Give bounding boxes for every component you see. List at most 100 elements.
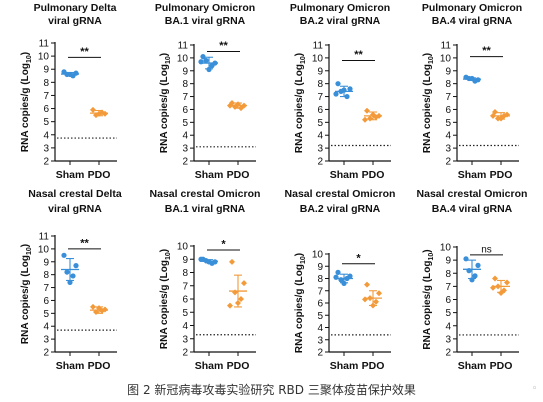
sham-point bbox=[198, 59, 204, 65]
sham-point bbox=[67, 279, 73, 285]
panel-title-line2: BA.2 viral gRNA bbox=[300, 15, 381, 27]
y-tick-label: 9 bbox=[43, 257, 49, 268]
y-axis-label-close: ) bbox=[159, 53, 170, 56]
significance-label: ** bbox=[482, 45, 491, 57]
panel-title-line1: Nasal crestal Delta bbox=[28, 188, 122, 200]
category-label-pdo: PDO bbox=[362, 360, 385, 372]
sham-point bbox=[469, 277, 475, 283]
sham-point bbox=[333, 91, 339, 97]
y-axis-label-sub: 10 bbox=[165, 252, 172, 260]
y-tick-label: 9 bbox=[317, 262, 323, 273]
pdo-point bbox=[367, 295, 373, 302]
pdo-point bbox=[96, 305, 102, 312]
y-tick-label: 2 bbox=[445, 157, 451, 168]
sham-point bbox=[206, 259, 212, 265]
y-tick-label: 6 bbox=[43, 296, 49, 307]
panel-title-line1: Nasal crestal Omicron bbox=[417, 188, 528, 200]
y-tick-label: 10 bbox=[38, 52, 50, 63]
pdo-point bbox=[364, 281, 370, 288]
y-tick-label: 5 bbox=[182, 118, 188, 129]
pdo-point bbox=[367, 115, 373, 122]
panel-title-line2: viral gRNA bbox=[48, 203, 102, 215]
y-tick-label: 9 bbox=[445, 66, 451, 77]
y-tick-label: 5 bbox=[182, 308, 188, 319]
sham-point bbox=[463, 256, 469, 262]
pdo-point bbox=[96, 110, 102, 117]
category-label-pdo: PDO bbox=[227, 360, 250, 372]
panel-title-line2: BA.4 viral gRNA bbox=[432, 15, 513, 27]
sham-point bbox=[472, 273, 478, 279]
sham-point bbox=[469, 75, 475, 82]
y-tick-label: 3 bbox=[182, 144, 188, 155]
chart-panel-8: Nasal crestal Omicron BA.4 viral gRNA 2 3 4 5… bbox=[417, 188, 528, 372]
pdo-point bbox=[490, 284, 496, 291]
y-tick-label: 6 bbox=[445, 295, 451, 306]
panel-title-line1: Pulmonary Delta bbox=[34, 2, 117, 14]
pdo-point bbox=[495, 283, 501, 290]
pdo-point bbox=[373, 298, 379, 305]
pdo-point bbox=[370, 111, 376, 118]
pdo-point bbox=[376, 290, 382, 297]
y-axis-label: RNA copies/g (Log10) bbox=[422, 249, 435, 349]
y-tick-label: 7 bbox=[43, 91, 49, 102]
category-label-pdo: PDO bbox=[88, 360, 111, 372]
pdo-point bbox=[229, 258, 235, 265]
y-tick-label: 9 bbox=[317, 66, 323, 77]
category-label-pdo: PDO bbox=[490, 360, 513, 372]
pdo-point bbox=[227, 302, 233, 309]
y-tick-label: 7 bbox=[445, 282, 451, 293]
significance-label: ** bbox=[80, 46, 89, 58]
y-tick-label: 10 bbox=[38, 244, 50, 255]
y-tick-label: 4 bbox=[43, 322, 49, 333]
y-tick-label: 8 bbox=[317, 79, 323, 90]
y-tick-label: 8 bbox=[43, 270, 49, 281]
y-tick-label: 4 bbox=[317, 323, 323, 334]
y-tick-label: 11 bbox=[39, 232, 50, 243]
pdo-point bbox=[90, 106, 96, 113]
y-tick-label: 2 bbox=[445, 348, 451, 359]
panel-title-line1: Nasal crestal Omicron bbox=[150, 188, 261, 200]
significance-label: ** bbox=[80, 237, 89, 249]
y-axis-label-close: ) bbox=[20, 244, 31, 247]
y-tick-label: 2 bbox=[43, 157, 49, 168]
y-axis-label-sub: 10 bbox=[165, 56, 172, 64]
y-tick-label: 5 bbox=[317, 311, 323, 322]
pdo-point bbox=[232, 289, 238, 296]
y-axis-label-close: ) bbox=[422, 53, 433, 56]
y-tick-label: 5 bbox=[317, 118, 323, 129]
chart-panel-7: Nasal crestal Omicron BA.2 viral gRNA 2 345… bbox=[285, 188, 396, 372]
y-tick-label: 3 bbox=[182, 334, 188, 345]
y-axis-label-main: RNA copies/g (Log bbox=[294, 264, 305, 353]
pdo-point bbox=[235, 299, 241, 306]
significance-label: * bbox=[221, 238, 226, 250]
pdo-point bbox=[238, 296, 244, 302]
y-tick-label: 3 bbox=[43, 335, 49, 346]
y-tick-label: 5 bbox=[43, 117, 49, 128]
y-axis-label: RNA copies/g (Log10) bbox=[294, 253, 307, 353]
y-axis-label-close: ) bbox=[294, 53, 305, 56]
significance-label: ** bbox=[354, 49, 363, 61]
panel-title-line2: BA.1 viral gRNA bbox=[165, 203, 246, 215]
pdo-point bbox=[362, 116, 368, 123]
y-axis-label: RNA copies/g (Log10) bbox=[294, 53, 307, 153]
sham-point bbox=[206, 66, 212, 73]
y-tick-label: 2 bbox=[182, 348, 188, 359]
y-tick-label: 6 bbox=[317, 299, 323, 310]
y-tick-label: 6 bbox=[182, 105, 188, 116]
panel-title-line1: Nasal crestal Omicron bbox=[285, 188, 396, 200]
y-tick-label: 3 bbox=[43, 143, 49, 154]
y-axis-label-close: ) bbox=[20, 52, 31, 55]
panel-title-line1: Pulmonary Omicron bbox=[155, 2, 255, 14]
sham-point bbox=[335, 269, 341, 275]
sham-point bbox=[61, 252, 67, 258]
y-tick-label: 11 bbox=[313, 41, 324, 52]
panel-title-line1: Pulmonary Omicron bbox=[422, 2, 522, 14]
y-tick-label: 8 bbox=[317, 274, 323, 285]
pdo-point bbox=[227, 102, 233, 109]
y-axis-label-sub: 10 bbox=[26, 55, 33, 63]
sham-point bbox=[475, 262, 481, 268]
y-tick-label: 2 bbox=[182, 157, 188, 168]
